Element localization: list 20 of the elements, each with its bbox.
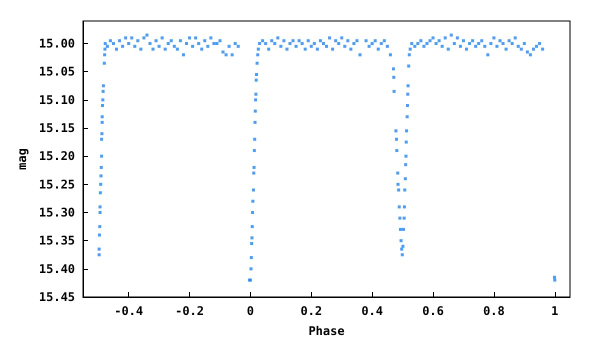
y-tick-label: 15.20 [38, 149, 76, 164]
x-tick-label: 1 [551, 304, 558, 318]
y-tick-label: 15.35 [38, 234, 76, 248]
y-tick-label: 15.10 [38, 92, 76, 107]
y-tick-label: 15.30 [38, 206, 76, 220]
y-tick-label: 15.05 [38, 64, 76, 79]
x-tick-label: 0 [246, 304, 254, 318]
y-tick-label: 15.00 [38, 36, 76, 51]
x-tick-label: -0.2 [175, 304, 204, 318]
y-tick-label: 15.15 [38, 121, 76, 136]
x-tick-label: -0.4 [114, 304, 144, 318]
x-tick-label: 0.8 [483, 304, 505, 318]
y-axis-title: mag [15, 148, 29, 170]
x-tick-label: 0.4 [361, 304, 384, 318]
x-tick-label: 0.2 [300, 304, 322, 318]
x-tick-label: 0.6 [422, 304, 444, 318]
y-tick-label: 15.25 [38, 177, 76, 192]
y-tick-label: 15.45 [38, 290, 76, 304]
x-axis-title: Phase [308, 324, 345, 338]
y-tick-label: 15.40 [38, 262, 76, 276]
